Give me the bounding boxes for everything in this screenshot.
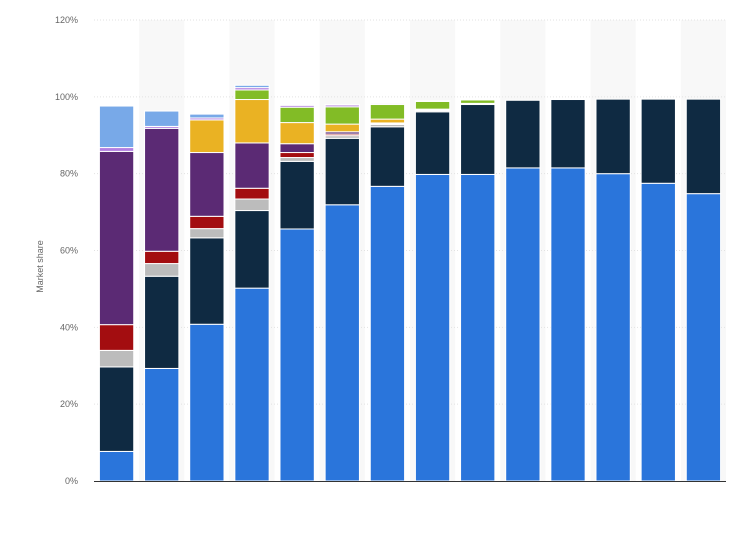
bar-segment [279, 160, 315, 230]
bar-segment [189, 152, 225, 217]
bar-segment [189, 228, 225, 239]
bar-segment [144, 250, 180, 265]
bar-segment [144, 367, 180, 482]
bar-segment [505, 99, 541, 169]
bar-segment [144, 127, 180, 252]
bar-segment [550, 99, 586, 169]
bar-segment [189, 119, 225, 154]
bar-segment [98, 105, 135, 149]
y-tick-label: 80% [60, 169, 78, 179]
bar-segment [144, 110, 180, 127]
bar-segment [234, 210, 270, 289]
y-tick-label: 20% [60, 399, 78, 409]
bar-segment [234, 89, 270, 101]
bar-segment [414, 173, 451, 482]
y-tick-label: 60% [60, 246, 78, 256]
bar-segment [550, 167, 586, 482]
bar-segment [234, 187, 270, 200]
bar-segment [279, 228, 315, 482]
bars [98, 84, 722, 482]
bar-segment [98, 147, 135, 152]
bar-segment [460, 173, 496, 482]
bar-segment [640, 182, 676, 482]
bar-segment [98, 366, 135, 452]
bar-segment [279, 152, 315, 159]
bar-segment [98, 450, 135, 482]
bar-segment [369, 126, 406, 187]
bar-segment [685, 193, 722, 482]
bar-segment [414, 100, 451, 110]
bar-segment [144, 263, 180, 277]
bar-segment [369, 104, 406, 120]
y-axis-ticks: 0% 20% 40% 60% 80% 100% 120% [55, 15, 78, 486]
bar-segment [595, 98, 631, 175]
bar-segment [414, 111, 451, 175]
bar-segment [189, 237, 225, 325]
bar-segment [324, 106, 360, 125]
bar-segment [144, 275, 180, 369]
bar-segment [595, 173, 631, 482]
bar-segment [324, 137, 360, 206]
bar-segment [685, 98, 722, 195]
bar-segment [234, 142, 270, 189]
bar-segment [640, 98, 676, 184]
bar-segment [460, 99, 496, 104]
bar-segment [324, 204, 360, 482]
y-axis-title: Market share [35, 240, 45, 293]
bar-segment [98, 349, 135, 368]
bar-segment [234, 99, 270, 144]
y-tick-label: 120% [55, 15, 78, 25]
bar-segment [279, 157, 315, 162]
bar-segment [279, 143, 315, 154]
bar-segment [234, 198, 270, 212]
bar-segment [189, 323, 225, 482]
bar-segment [234, 287, 270, 482]
bar-segment [460, 104, 496, 175]
bar-segment [279, 106, 315, 124]
bar-segment [189, 113, 225, 119]
bar-segment [369, 185, 406, 482]
bar-segment [279, 122, 315, 145]
bar-segment [189, 215, 225, 230]
bar-segment [505, 167, 541, 482]
bar-segment [98, 150, 135, 326]
y-tick-label: 0% [65, 476, 78, 486]
bar-segment [369, 102, 406, 104]
bar-segment [324, 123, 360, 133]
bar-segment [279, 104, 315, 106]
bar-segment [369, 118, 406, 124]
bar-segment [98, 324, 135, 351]
bar-segment [234, 84, 270, 89]
y-tick-label: 100% [55, 92, 78, 102]
y-tick-label: 40% [60, 322, 78, 332]
